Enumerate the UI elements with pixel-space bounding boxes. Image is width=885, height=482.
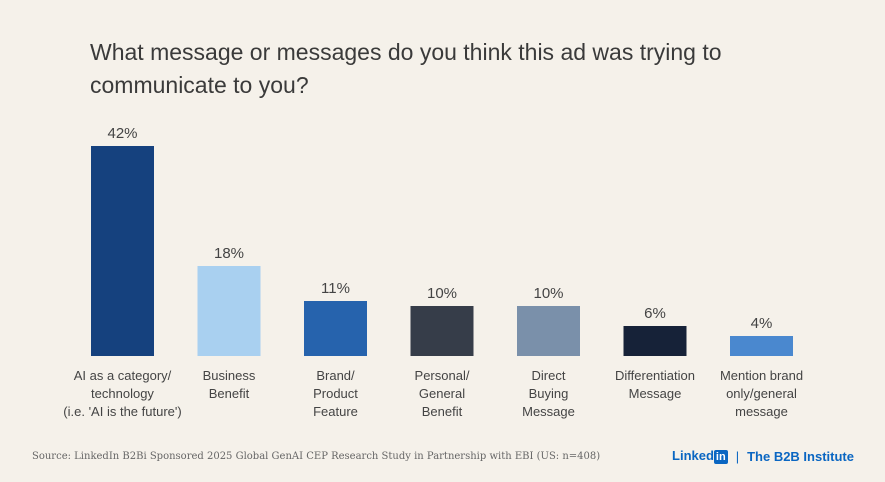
category-label: Mention brand only/general message [720,368,803,419]
value-label: 6% [644,305,666,322]
bar [197,266,261,356]
linkedin-logo: Linked in [672,448,728,464]
linkedin-logo-text: Linked [672,448,714,463]
bar [730,336,793,356]
chart-title: What message or messages do you think th… [90,39,722,98]
bar [517,306,580,356]
value-label: 11% [321,280,350,297]
category-label: Business Benefit [203,368,256,401]
source-note: Source: LinkedIn B2Bi Sponsored 2025 Glo… [32,451,601,462]
category-label: Differentiation Message [615,368,695,401]
brand-logo: Linked in | The B2B Institute [672,448,854,464]
bar [91,146,154,356]
bar [410,306,474,356]
value-label: 18% [214,245,244,262]
value-label: 10% [427,285,457,302]
value-label: 10% [533,285,563,302]
linkedin-in-icon: in [713,450,728,464]
category-label: Direct Buying Message [522,368,575,419]
bar [304,301,367,356]
brand-separator: | [735,448,740,464]
bar-chart: 42% AI as a category/technology (i.e. 'AI … [63,125,803,419]
b2b-institute-label: The B2B Institute [747,448,854,464]
value-label: 4% [751,315,773,332]
category-label: AI as a category/technology (i.e. 'AI is … [63,368,181,419]
category-label: Brand/Product Feature [313,368,358,419]
category-label: Personal/General Benefit [415,368,470,419]
value-label: 42% [107,125,137,142]
bar [623,326,687,356]
